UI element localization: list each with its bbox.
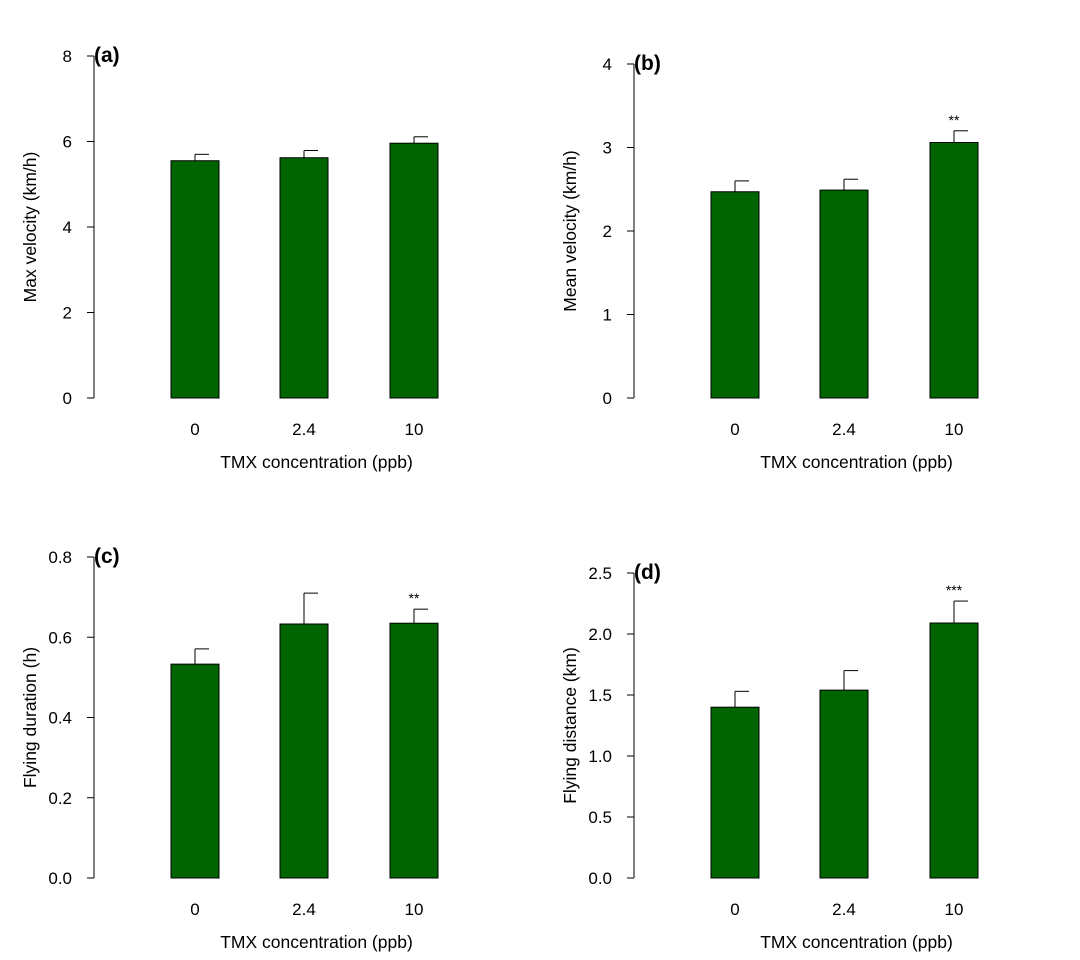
panel-c: 0.0 0.2 0.4 0.6 0.8 0 2.4 ** 10 TMX concentration… — [20, 545, 439, 952]
x-tick-label: 10 — [405, 900, 424, 919]
significance-label: ** — [409, 590, 420, 606]
y-tick-label: 2 — [63, 304, 72, 323]
y-tick-label: 0.2 — [48, 789, 72, 808]
bar — [389, 622, 439, 879]
y-tick-label: 2 — [603, 222, 612, 241]
bar — [389, 142, 439, 399]
y-tick-label: 1 — [603, 306, 612, 325]
y-tick-label: 0 — [63, 389, 72, 408]
bar — [710, 706, 760, 879]
y-tick-label: 0.0 — [48, 869, 72, 888]
y-axis-title: Flying distance (km) — [560, 647, 580, 804]
y-tick-label: 3 — [603, 139, 612, 158]
y-tick-label: 0 — [603, 389, 612, 408]
y-tick-label: 4 — [603, 55, 612, 74]
panel-a: 0 2 4 6 8 0 2.4 10 TMX concentration (ppb) Max ve… — [20, 44, 439, 472]
y-tick-label: 1.5 — [588, 686, 612, 705]
y-axis-title: Mean velocity (km/h) — [560, 150, 580, 311]
y-tick-label: 1.0 — [588, 747, 612, 766]
y-axis-title: Flying duration (h) — [20, 647, 40, 788]
x-tick-label: 0 — [730, 420, 739, 439]
bar — [929, 622, 979, 879]
x-tick-label: 10 — [945, 420, 964, 439]
y-tick-label: 6 — [63, 133, 72, 152]
panel-label: (b) — [634, 52, 661, 75]
panel-d: 0.0 0.5 1.0 1.5 2.0 2.5 0 2.4 *** 10 TMX concentra… — [560, 561, 979, 952]
panel-label: (c) — [94, 545, 120, 568]
bar — [819, 189, 869, 399]
y-tick-label: 0.8 — [48, 548, 72, 567]
panel-label: (a) — [94, 44, 120, 67]
significance-label: *** — [946, 582, 963, 598]
x-tick-label: 2.4 — [832, 420, 856, 439]
bar — [170, 663, 220, 879]
x-tick-label: 2.4 — [292, 420, 316, 439]
y-tick-label: 2.0 — [588, 625, 612, 644]
significance-label: ** — [949, 112, 960, 128]
bar — [929, 141, 979, 399]
panel-label: (d) — [634, 561, 661, 584]
x-tick-label: 2.4 — [292, 900, 316, 919]
y-tick-label: 4 — [63, 218, 72, 237]
y-tick-label: 0.0 — [588, 869, 612, 888]
x-axis-title: TMX concentration (ppb) — [220, 452, 413, 472]
bar — [819, 689, 869, 879]
y-axis-title: Max velocity (km/h) — [20, 152, 40, 303]
x-tick-label: 0 — [190, 900, 199, 919]
bar — [279, 157, 329, 399]
x-tick-label: 2.4 — [832, 900, 856, 919]
bar — [170, 160, 220, 399]
x-axis-title: TMX concentration (ppb) — [220, 932, 413, 952]
x-tick-label: 0 — [190, 420, 199, 439]
y-tick-label: 0.5 — [588, 808, 612, 827]
y-tick-label: 2.5 — [588, 564, 612, 583]
bar — [710, 191, 760, 399]
x-axis-title: TMX concentration (ppb) — [760, 932, 953, 952]
x-tick-label: 0 — [730, 900, 739, 919]
panel-b: 0 1 2 3 4 0 2.4 ** 10 TMX concentration (ppb) Mean… — [560, 52, 979, 472]
x-axis-title: TMX concentration (ppb) — [760, 452, 953, 472]
y-tick-label: 8 — [63, 47, 72, 66]
y-tick-label: 0.4 — [48, 709, 72, 728]
bar — [279, 623, 329, 879]
x-tick-label: 10 — [405, 420, 424, 439]
y-tick-label: 0.6 — [48, 628, 72, 647]
x-tick-label: 10 — [945, 900, 964, 919]
